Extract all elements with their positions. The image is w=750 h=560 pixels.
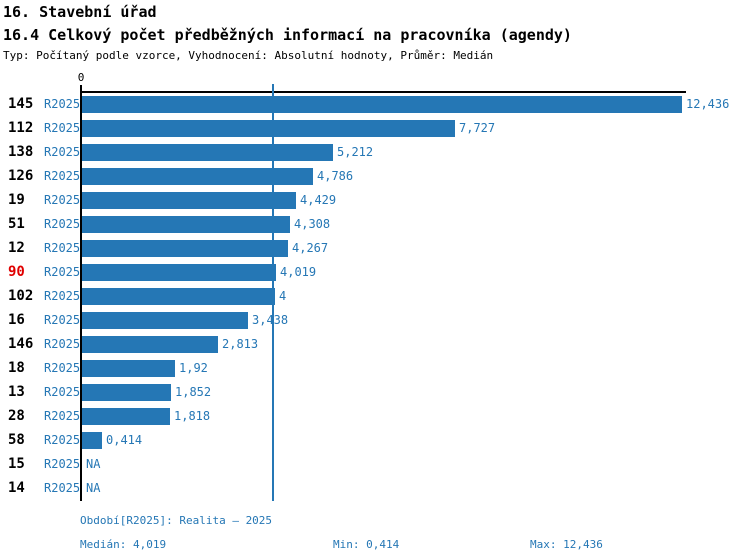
row-period-label: R2025	[44, 457, 81, 471]
chart-row: 19 R2025 4,429	[0, 188, 750, 212]
value-bar	[82, 431, 102, 449]
row-id-label-highlighted: 90	[8, 264, 25, 280]
chart-row: 112 R2025 7,727	[0, 116, 750, 140]
row-period-label: R2025	[44, 145, 81, 159]
value-bar	[82, 383, 171, 401]
row-period-label: R2025	[44, 409, 81, 423]
footer-median: Medián: 4,019	[80, 538, 167, 551]
row-id-label: 28	[8, 408, 25, 424]
bar-value-label: 4,267	[292, 241, 329, 255]
row-id-label: 112	[8, 120, 34, 136]
row-id-label: 15	[8, 456, 25, 472]
row-period-label: R2025	[44, 313, 81, 327]
row-period-label: R2025	[44, 265, 81, 279]
chart-row: 28 R2025 1,818	[0, 404, 750, 428]
row-id-label: 51	[8, 216, 25, 232]
chart-row: 16 R2025 3,438	[0, 308, 750, 332]
x-axis-line	[80, 91, 686, 93]
value-bar	[82, 287, 275, 305]
chart-meta-line: Typ: Počítaný podle vzorce, Vyhodnocení:…	[3, 49, 494, 62]
x-axis-tick	[80, 85, 82, 91]
row-id-label: 138	[8, 144, 34, 160]
row-id-label: 18	[8, 360, 25, 376]
bar-value-label: 0,414	[106, 433, 143, 447]
row-id-label: 16	[8, 312, 25, 328]
row-id-label: 58	[8, 432, 25, 448]
bar-value-label: 5,212	[337, 145, 374, 159]
row-period-label: R2025	[44, 97, 81, 111]
bar-value-label: NA	[86, 481, 101, 495]
row-id-label: 102	[8, 288, 34, 304]
chart-row: 18 R2025 1,92	[0, 356, 750, 380]
bar-value-label: 1,92	[179, 361, 208, 375]
row-id-label: 146	[8, 336, 34, 352]
chart-row: 145 R2025 12,436	[0, 92, 750, 116]
bar-value-label: 4,786	[317, 169, 354, 183]
chart-row: 12 R2025 4,267	[0, 236, 750, 260]
chart-row: 13 R2025 1,852	[0, 380, 750, 404]
chart-title: 16.4 Celkový počet předběžných informací…	[3, 26, 572, 44]
value-bar	[82, 143, 333, 161]
value-bar	[82, 335, 218, 353]
row-id-label: 14	[8, 480, 25, 496]
chart-row: 14 R2025 NA	[0, 476, 750, 500]
chart-row: 138 R2025 5,212	[0, 140, 750, 164]
row-period-label: R2025	[44, 481, 81, 495]
row-period-label: R2025	[44, 289, 81, 303]
bar-value-label: 3,438	[252, 313, 289, 327]
footer-period: Období[R2025]: Realita – 2025	[80, 514, 273, 527]
row-id-label: 145	[8, 96, 34, 112]
value-bar	[82, 215, 290, 233]
row-period-label: R2025	[44, 169, 81, 183]
row-period-label: R2025	[44, 121, 81, 135]
chart-row: 15 R2025 NA	[0, 452, 750, 476]
chart-rows: 145 R2025 12,436 112 R2025 7,727 138 R2025 5,212…	[0, 92, 750, 500]
row-period-label: R2025	[44, 217, 81, 231]
row-period-label: R2025	[44, 385, 81, 399]
value-bar	[82, 263, 276, 281]
value-bar	[82, 359, 175, 377]
value-bar	[82, 95, 682, 113]
row-id-label: 12	[8, 240, 25, 256]
bar-value-label: 4,019	[280, 265, 317, 279]
bar-value-label: 4	[279, 289, 287, 303]
footer-min: Min: 0,414	[333, 538, 400, 551]
row-id-label: 13	[8, 384, 25, 400]
row-id-label: 126	[8, 168, 34, 184]
bar-value-label: NA	[86, 457, 101, 471]
value-bar	[82, 167, 313, 185]
bar-value-label: 1,818	[174, 409, 211, 423]
row-period-label: R2025	[44, 361, 81, 375]
row-period-label: R2025	[44, 337, 81, 351]
page-title: 16. Stavební úřad	[3, 3, 157, 21]
row-period-label: R2025	[44, 193, 81, 207]
value-bar	[82, 239, 288, 257]
bar-value-label: 12,436	[686, 97, 730, 111]
row-id-label: 19	[8, 192, 25, 208]
chart-row: 51 R2025 4,308	[0, 212, 750, 236]
bar-value-label: 2,813	[222, 337, 259, 351]
value-bar	[82, 191, 296, 209]
bar-value-label: 1,852	[175, 385, 212, 399]
y-axis-line	[80, 91, 82, 501]
chart-row: 146 R2025 2,813	[0, 332, 750, 356]
value-bar	[82, 119, 455, 137]
value-bar	[82, 311, 248, 329]
chart-row: 90 R2025 4,019	[0, 260, 750, 284]
bar-value-label: 4,429	[300, 193, 337, 207]
footer-max: Max: 12,436	[530, 538, 603, 551]
value-bar	[82, 407, 170, 425]
row-period-label: R2025	[44, 241, 81, 255]
chart-row: 126 R2025 4,786	[0, 164, 750, 188]
chart-row: 102 R2025 4	[0, 284, 750, 308]
x-axis-zero-label: 0	[77, 71, 85, 84]
bar-value-label: 4,308	[294, 217, 331, 231]
bar-value-label: 7,727	[459, 121, 496, 135]
chart-row: 58 R2025 0,414	[0, 428, 750, 452]
row-period-label: R2025	[44, 433, 81, 447]
